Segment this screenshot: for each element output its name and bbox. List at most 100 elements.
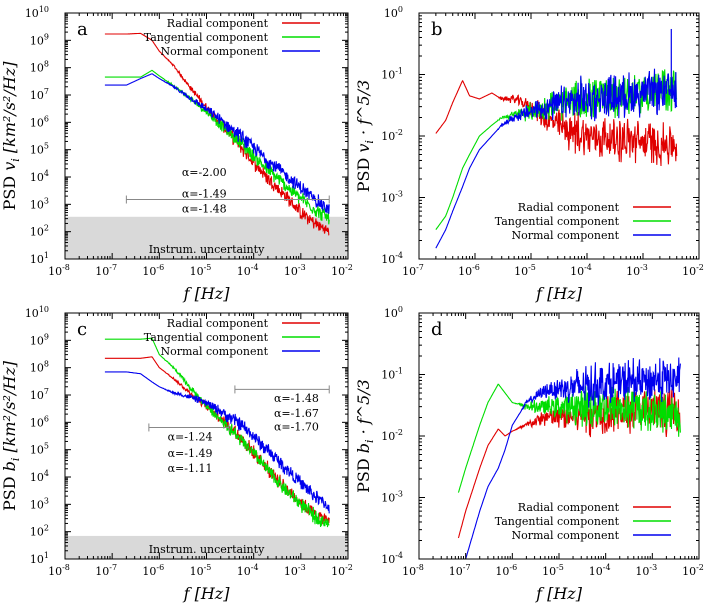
x-axis-label: f [Hz] bbox=[183, 284, 231, 303]
panel-b: 10-7 10-6 10-5 10-4 10-3 10-2 10-4 10-3 10-2 10-1… bbox=[354, 5, 704, 303]
y-tick-label: 105 bbox=[30, 442, 49, 457]
y-tick-label: 10-2 bbox=[381, 428, 403, 443]
uncertainty-band bbox=[65, 216, 348, 259]
y-tick-label: 1010 bbox=[25, 5, 49, 20]
legend-entry-label: Radial component bbox=[518, 201, 620, 214]
panel-d: 10-8 10-7 10-6 10-5 10-4 10-3 10-2 10-4 10-3 10-2… bbox=[354, 305, 704, 603]
y-tick-label: 109 bbox=[30, 332, 49, 347]
x-tick-label: 10-7 bbox=[95, 563, 117, 578]
y-tick-label: 10-4 bbox=[381, 551, 403, 566]
slope-annotation: α=-1.49 bbox=[182, 187, 227, 200]
y-axis-label: PSD bi · f^5/3 bbox=[354, 379, 376, 493]
slope-annotation: α=-1.11 bbox=[168, 462, 213, 475]
x-tick-label: 10-2 bbox=[331, 263, 353, 278]
y-tick-label: 108 bbox=[30, 360, 49, 375]
x-tick-label: 10-6 bbox=[142, 563, 164, 578]
y-axis-label: PSD bi [km²/s²/Hz] bbox=[0, 360, 22, 511]
y-tick-label: 106 bbox=[30, 414, 49, 429]
x-tick-label: 10-2 bbox=[331, 563, 353, 578]
panel-letter: b bbox=[431, 19, 443, 40]
y-axis-label: PSD vi [km²/s²/Hz] bbox=[0, 61, 22, 211]
series-tangential bbox=[104, 69, 330, 225]
y-tick-label: 104 bbox=[30, 469, 49, 484]
series-normal bbox=[435, 68, 678, 249]
x-tick-label: 10-6 bbox=[142, 263, 164, 278]
x-tick-label: 10-5 bbox=[190, 563, 212, 578]
y-tick-label: 103 bbox=[30, 196, 49, 211]
y-tick-label: 101 bbox=[30, 551, 49, 566]
slope-annotation: α=-1.48 bbox=[274, 392, 319, 405]
panel-letter: c bbox=[77, 319, 87, 340]
slope-annotation: α=-1.49 bbox=[168, 447, 213, 460]
legend-entry-label: Tangential component bbox=[144, 31, 269, 44]
y-tick-label: 103 bbox=[30, 496, 49, 511]
panel-c: Instrum. uncertainty α=-1.24 α=-1.49 α=-1.1… bbox=[0, 305, 353, 603]
x-tick-label: 10-8 bbox=[48, 263, 70, 278]
plot-area bbox=[435, 28, 678, 249]
x-tick-label: 10-6 bbox=[495, 563, 517, 578]
legend-entry-label: Tangential component bbox=[495, 515, 620, 528]
series-tangential bbox=[104, 337, 330, 528]
y-tick-label: 100 bbox=[384, 305, 403, 320]
x-tick-label: 10-7 bbox=[402, 263, 424, 278]
y-tick-label: 10-3 bbox=[381, 490, 403, 505]
uncertainty-band bbox=[65, 535, 348, 559]
y-tick-label: 1010 bbox=[25, 305, 49, 320]
y-tick-label: 107 bbox=[30, 387, 49, 402]
plot-area bbox=[104, 337, 330, 528]
x-tick-label: 10-8 bbox=[402, 563, 424, 578]
y-tick-label: 100 bbox=[384, 5, 403, 20]
x-tick-label: 10-4 bbox=[237, 263, 259, 278]
series-radial bbox=[457, 388, 681, 539]
y-tick-label: 10-4 bbox=[381, 251, 403, 266]
slope-annotation: α=-2.00 bbox=[182, 166, 227, 179]
x-tick-label: 10-4 bbox=[589, 563, 611, 578]
y-tick-label: 104 bbox=[30, 169, 49, 184]
x-tick-label: 10-4 bbox=[570, 263, 592, 278]
legend-entry-label: Normal component bbox=[161, 345, 269, 358]
x-tick-label: 10-3 bbox=[284, 563, 306, 578]
legend-entry-label: Tangential component bbox=[144, 331, 269, 344]
y-tick-label: 108 bbox=[30, 60, 49, 75]
y-tick-label: 106 bbox=[30, 114, 49, 129]
y-tick-label: 102 bbox=[30, 224, 49, 239]
x-tick-label: 10-3 bbox=[635, 563, 657, 578]
y-tick-label: 109 bbox=[30, 32, 49, 47]
x-axis-label: f [Hz] bbox=[535, 284, 583, 303]
y-tick-label: 10-1 bbox=[381, 367, 403, 382]
y-tick-label: 10-2 bbox=[381, 128, 403, 143]
legend-entry-label: Normal component bbox=[161, 45, 269, 58]
x-tick-label: 10-5 bbox=[514, 263, 536, 278]
panel-letter: a bbox=[77, 19, 88, 40]
panel-letter: d bbox=[431, 319, 443, 340]
y-tick-label: 10-3 bbox=[381, 190, 403, 205]
slope-annotation: α=-1.48 bbox=[182, 203, 227, 216]
legend-entry-label: Tangential component bbox=[495, 215, 620, 228]
y-tick-label: 102 bbox=[30, 524, 49, 539]
x-tick-label: 10-6 bbox=[458, 263, 480, 278]
x-tick-label: 10-2 bbox=[682, 563, 704, 578]
x-tick-label: 10-3 bbox=[626, 263, 648, 278]
series-normal bbox=[104, 371, 330, 514]
y-tick-label: 101 bbox=[30, 251, 49, 266]
x-axis-label: f [Hz] bbox=[183, 584, 231, 603]
x-tick-label: 10-3 bbox=[284, 263, 306, 278]
series-radial bbox=[435, 79, 678, 167]
y-tick-label: 107 bbox=[30, 87, 49, 102]
y-tick-label: 105 bbox=[30, 142, 49, 157]
legend-entry-label: Normal component bbox=[512, 529, 620, 542]
series-normal bbox=[465, 357, 681, 559]
legend-entry-label: Radial component bbox=[518, 501, 620, 514]
slope-annotation: α=-1.67 bbox=[274, 407, 319, 420]
slope-annotation: α=-1.70 bbox=[274, 421, 319, 434]
x-tick-label: 10-8 bbox=[48, 563, 70, 578]
uncertainty-label: Instrum. uncertainty bbox=[149, 243, 265, 256]
legend-entry-label: Radial component bbox=[167, 17, 269, 30]
legend-entry-label: Normal component bbox=[512, 229, 620, 242]
x-tick-label: 10-7 bbox=[95, 263, 117, 278]
x-axis-label: f [Hz] bbox=[535, 584, 583, 603]
series-normal bbox=[104, 73, 330, 214]
